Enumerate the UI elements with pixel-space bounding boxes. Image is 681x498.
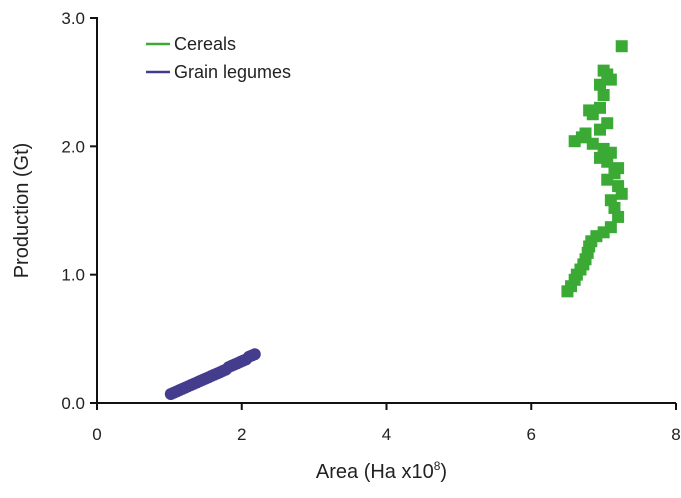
grain-legumes-point xyxy=(248,348,261,361)
cereals-point xyxy=(597,64,610,77)
x-axis-title-suffix: ) xyxy=(440,461,447,483)
cereals-point xyxy=(604,194,617,207)
cereals-point xyxy=(583,104,596,117)
y-tick-label: 3.0 xyxy=(61,9,85,28)
cereals-point xyxy=(594,78,607,91)
x-tick-label: 2 xyxy=(237,425,246,444)
x-tick-label: 6 xyxy=(527,425,536,444)
cereals-point xyxy=(612,162,625,175)
cereals-point xyxy=(615,40,628,53)
y-axis-title: Production (Gt) xyxy=(11,143,33,279)
y-tick-label: 2.0 xyxy=(61,137,85,156)
legend: Cereals Grain legumes xyxy=(146,34,291,82)
cereals-point xyxy=(612,180,625,193)
cereals-point xyxy=(586,137,599,150)
x-tick-label: 4 xyxy=(382,425,391,444)
x-tick-label: 0 xyxy=(92,425,101,444)
cereals-point xyxy=(597,142,610,155)
cereals-point xyxy=(601,117,614,130)
data-points-group xyxy=(164,40,628,401)
x-axis-title-superscript: 8 xyxy=(434,459,441,473)
cereals-point xyxy=(594,123,607,136)
ticks-group: 0 2 4 6 8 0.0 1.0 2.0 3.0 xyxy=(61,9,680,444)
x-axis-title-text: Area (Ha x10 xyxy=(316,461,434,483)
y-tick-label: 1.0 xyxy=(61,266,85,285)
cereals-point xyxy=(579,127,592,140)
x-axis-title: Area (Ha x108) xyxy=(316,459,447,483)
cereals-point xyxy=(594,101,607,114)
y-tick-label: 0.0 xyxy=(61,394,85,413)
cereals-point xyxy=(597,89,610,101)
cereals-point xyxy=(604,221,617,234)
legend-label: Grain legumes xyxy=(174,62,291,82)
legend-label: Cereals xyxy=(174,34,236,54)
x-tick-label: 8 xyxy=(671,425,680,444)
